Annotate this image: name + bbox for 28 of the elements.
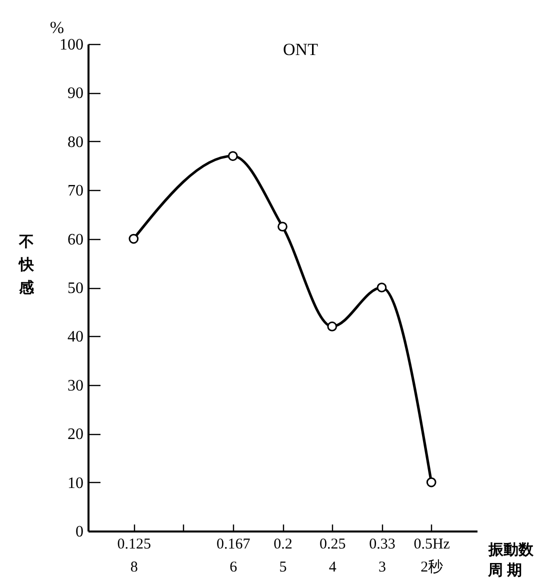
x-tick-label: 0.167 6 [216, 536, 251, 576]
y-tick-label: 100 [60, 36, 84, 54]
point [278, 222, 288, 232]
point [228, 151, 238, 161]
y-tick-label: 10 [68, 474, 84, 492]
text: % [50, 18, 64, 37]
y-tick-label: 90 [68, 85, 84, 102]
point [426, 477, 436, 488]
y-tick-label: 50 [68, 280, 84, 297]
x-tick-label: 0.2 5 [274, 536, 292, 576]
y-tick-label: 20 [68, 426, 84, 444]
y-tick-label: 60 [68, 231, 84, 248]
text: 周 期 [487, 562, 522, 579]
x-tick-label: 0.33 3 [369, 536, 396, 576]
y-axis-title: 不快感 [18, 234, 35, 296]
x-tick-label: 0.125 8 [117, 536, 152, 576]
y-tick-label: 40 [68, 328, 84, 346]
x-tick-label: 0.25 4 [319, 536, 346, 576]
y-tick-label: 0 [76, 524, 84, 540]
point [327, 322, 338, 332]
x-tick-label: 0.5Hz 2秒 [414, 536, 450, 576]
point [128, 234, 139, 244]
y-tick-label: 80 [68, 134, 84, 151]
chart-title: ONT [283, 40, 319, 59]
point [376, 282, 387, 292]
x-axis-title: 振動数 [488, 542, 534, 558]
y-tick-label: 30 [68, 377, 84, 394]
y-tick-label: 70 [68, 182, 84, 200]
